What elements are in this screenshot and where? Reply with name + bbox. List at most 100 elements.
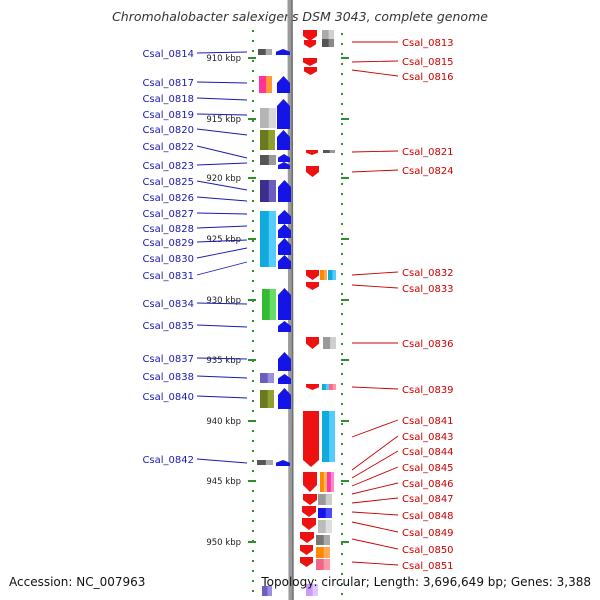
- right-gene-leader: [351, 497, 399, 504]
- reverse-feature-block-shade: [325, 508, 332, 518]
- scale-tick-left: [248, 57, 256, 59]
- right-gene-label: Csal_0832: [402, 268, 454, 279]
- reverse-gene-arrow: [303, 494, 317, 505]
- tick-dot-right: [341, 303, 343, 305]
- scale-tick-right: [341, 118, 349, 120]
- scale-tick-right: [341, 541, 349, 543]
- reverse-gene-arrow: [300, 532, 314, 543]
- tick-dot-right: [341, 243, 343, 245]
- right-gene-leader: [351, 419, 399, 438]
- right-gene-leader: [351, 60, 399, 63]
- tick-dot-right: [341, 123, 343, 125]
- left-gene-leader: [196, 113, 248, 116]
- tick-dot-left: [252, 370, 254, 372]
- tick-dot-right: [341, 343, 343, 345]
- right-gene-label: Csal_0813: [402, 38, 454, 49]
- tick-dot-right: [341, 213, 343, 215]
- left-gene-label: Csal_0826: [142, 193, 194, 204]
- reverse-feature-block-shade: [323, 547, 330, 558]
- right-gene-leader: [351, 386, 399, 390]
- tick-dot-right: [341, 353, 343, 355]
- tick-dot-right: [341, 103, 343, 105]
- tick-dot-left: [252, 70, 254, 72]
- scale-tick-right: [341, 299, 349, 301]
- tick-dot-left: [252, 340, 254, 342]
- reverse-gene-arrow: [304, 40, 316, 48]
- forward-feature-block: [257, 460, 273, 465]
- scale-label: 935 kbp: [206, 356, 241, 366]
- left-gene-leader: [196, 261, 248, 276]
- reverse-gene-arrow: [306, 150, 318, 155]
- scale-tick-left: [248, 480, 256, 482]
- reverse-feature-block-shade: [325, 520, 332, 533]
- right-gene-leader: [351, 271, 399, 276]
- forward-gene-arrow: [278, 321, 291, 332]
- left-gene-leader: [196, 375, 248, 379]
- tick-dot-left: [252, 470, 254, 472]
- tick-dot-right: [341, 333, 343, 335]
- tick-dot-right: [341, 493, 343, 495]
- tick-dot-left: [252, 460, 254, 462]
- tick-dot-left: [252, 140, 254, 142]
- left-gene-leader: [196, 128, 248, 136]
- forward-gene-arrow: [277, 99, 290, 129]
- tick-dot-left: [252, 560, 254, 562]
- reverse-feature-block-shade: [332, 384, 336, 390]
- reverse-feature-block: [322, 30, 334, 40]
- left-gene-leader: [196, 81, 248, 84]
- tick-dot-left: [252, 110, 254, 112]
- right-gene-label: Csal_0824: [402, 166, 454, 177]
- forward-gene-arrow: [278, 210, 291, 224]
- forward-gene-arrow: [278, 224, 291, 238]
- right-gene-label: Csal_0839: [402, 385, 454, 396]
- forward-feature-block: [260, 373, 274, 383]
- reverse-feature-block: [328, 270, 336, 280]
- tick-dot-left: [252, 320, 254, 322]
- left-gene-label: Csal_0842: [142, 455, 194, 466]
- left-gene-leader: [196, 162, 248, 166]
- forward-gene-arrow: [278, 154, 290, 162]
- left-gene-leader: [196, 97, 248, 101]
- tick-dot-right: [341, 83, 343, 85]
- right-gene-label: Csal_0847: [402, 494, 454, 505]
- forward-feature-block-shade: [266, 76, 272, 93]
- left-gene-label: Csal_0829: [142, 238, 194, 249]
- tick-dot-right: [341, 73, 343, 75]
- tick-dot-right: [341, 523, 343, 525]
- right-gene-label: Csal_0845: [402, 463, 454, 474]
- tick-dot-right: [341, 313, 343, 315]
- tick-dot-right: [341, 53, 343, 55]
- tick-dot-right: [341, 193, 343, 195]
- scale-label: 930 kbp: [206, 296, 241, 306]
- left-gene-label: Csal_0838: [142, 372, 194, 383]
- forward-gene-arrow: [278, 352, 291, 371]
- right-gene-label: Csal_0815: [402, 57, 454, 68]
- tick-dot-left: [252, 590, 254, 592]
- tick-dot-left: [252, 160, 254, 162]
- reverse-feature-block-shade: [323, 270, 327, 280]
- tick-dot-right: [341, 173, 343, 175]
- tick-dot-right: [341, 253, 343, 255]
- scale-tick-left: [248, 177, 256, 179]
- tick-dot-right: [341, 263, 343, 265]
- reverse-feature-block-shade: [330, 337, 336, 349]
- tick-dot-right: [341, 483, 343, 485]
- forward-gene-arrow: [276, 460, 290, 466]
- left-gene-label: Csal_0817: [142, 78, 194, 89]
- tick-dot-right: [341, 403, 343, 405]
- tick-dot-right: [341, 413, 343, 415]
- forward-feature-block-shade: [265, 49, 272, 55]
- left-gene-leader: [196, 302, 248, 305]
- left-gene-leader: [196, 324, 248, 328]
- tick-dot-left: [252, 440, 254, 442]
- right-gene-label: Csal_0833: [402, 284, 454, 295]
- reverse-gene-arrow: [303, 411, 319, 467]
- tick-dot-left: [252, 500, 254, 502]
- right-gene-leader: [351, 169, 399, 173]
- left-gene-leader: [196, 212, 248, 215]
- reverse-gene-arrow: [303, 30, 317, 41]
- tick-dot-right: [341, 553, 343, 555]
- forward-feature-block-shade: [269, 289, 276, 320]
- tick-dot-right: [341, 363, 343, 365]
